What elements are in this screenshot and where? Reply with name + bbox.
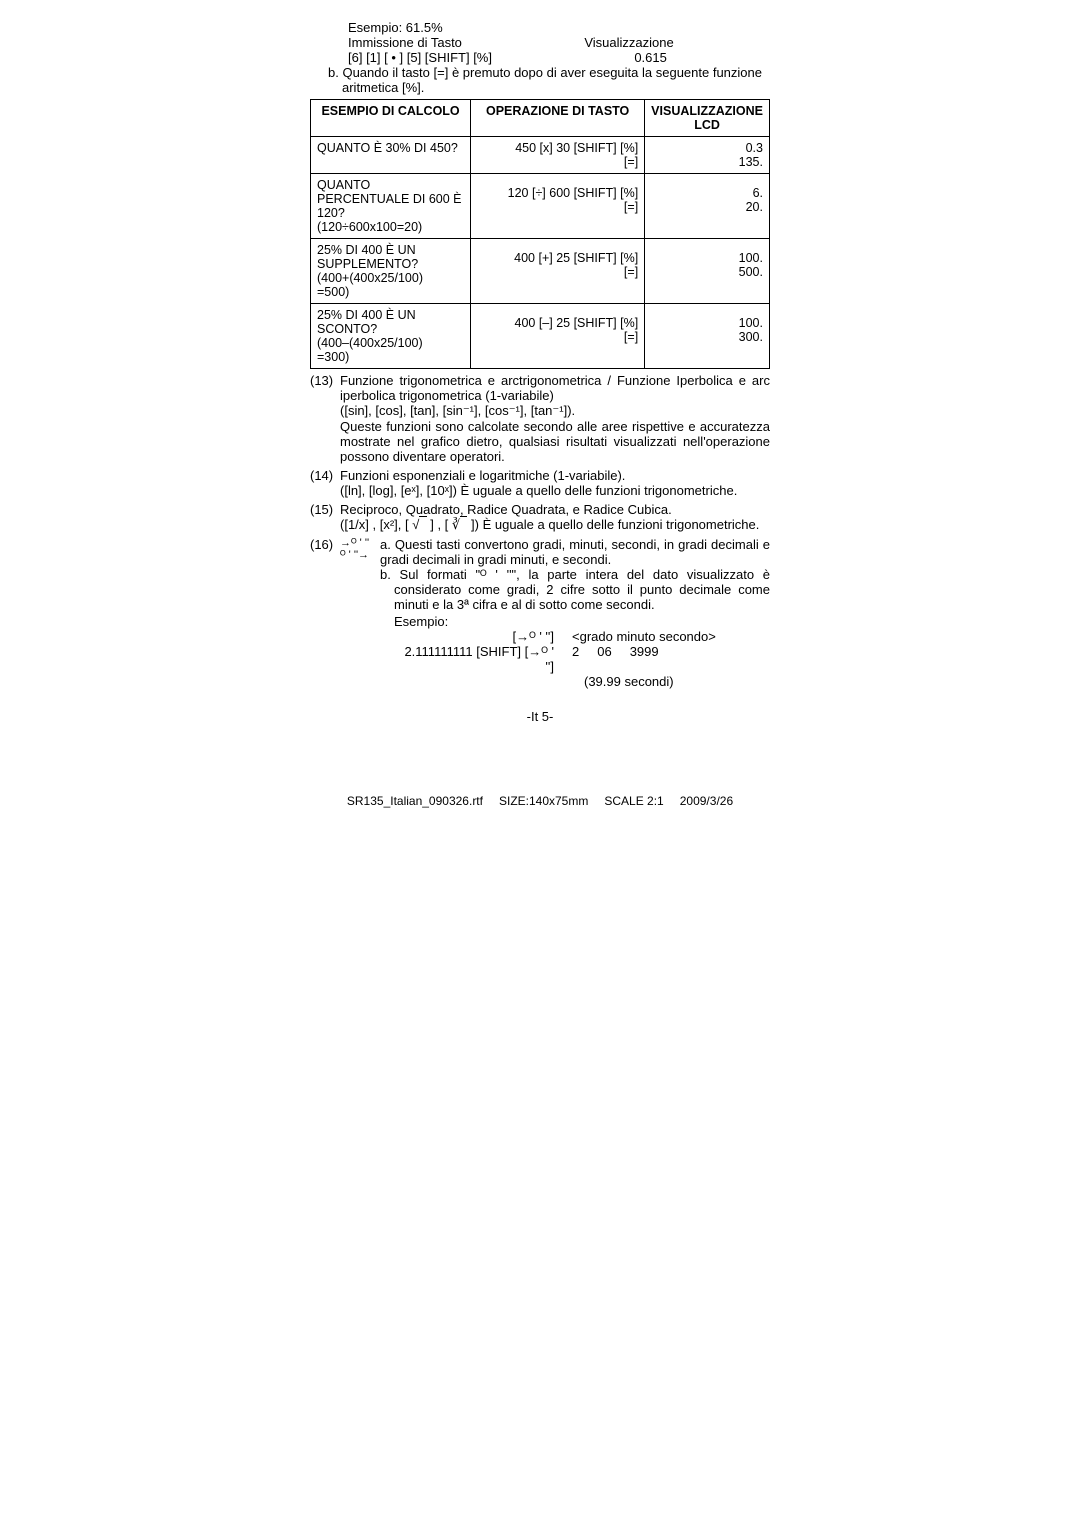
- ex-secondo: 3999: [630, 644, 659, 674]
- display-label: Visualizzazione: [584, 35, 673, 50]
- cell-res: 100. 500.: [645, 239, 770, 304]
- example-key1: [→ᴼ ' '']: [394, 629, 554, 644]
- footer-date: 2009/3/26: [680, 794, 733, 808]
- cell-op: 120 [÷] 600 [SHIFT] [%] [=]: [471, 174, 645, 239]
- section-number: (16): [310, 537, 340, 567]
- example-note: (39.99 secondi): [394, 674, 770, 689]
- section-number: (15): [310, 502, 340, 517]
- cell-desc: 25% DI 400 È UN SCONTO? (400–(400x25/100…: [311, 304, 471, 369]
- key-symbol: →ᴼ ' ''ᴼ ' ''→: [340, 537, 380, 567]
- section-number: (14): [310, 468, 340, 483]
- table-row: QUANTO È 30% DI 450? 450 [x] 30 [SHIFT] …: [311, 137, 770, 174]
- example-label: Esempio:: [394, 614, 770, 629]
- ex-grado: 2: [572, 644, 579, 674]
- section-16b: b. Sul formati "ᴼ ' ''", la parte intera…: [380, 567, 770, 612]
- table-row: 25% DI 400 È UN SCONTO? (400–(400x25/100…: [311, 304, 770, 369]
- input-label: Immissione di Tasto: [348, 35, 584, 50]
- cell-op: 450 [x] 30 [SHIFT] [%] [=]: [471, 137, 645, 174]
- section-15-body: ([1/x] , [x²], [ √ ] , [ ∛ ]) È uguale a…: [340, 517, 770, 533]
- footer-file: SR135_Italian_090326.rtf: [347, 794, 483, 808]
- result-value: 0.615: [584, 50, 667, 65]
- footer-scale: SCALE 2:1: [604, 794, 663, 808]
- cell-desc: QUANTO PERCENTUALE DI 600 È 120? (120÷60…: [311, 174, 471, 239]
- cell-desc: QUANTO È 30% DI 450?: [311, 137, 471, 174]
- cell-res: 6. 20.: [645, 174, 770, 239]
- cell-op: 400 [–] 25 [SHIFT] [%] [=]: [471, 304, 645, 369]
- page-number: -It 5-: [310, 709, 770, 724]
- cell-desc: 25% DI 400 È UN SUPPLEMENTO? (400+(400x2…: [311, 239, 471, 304]
- th-col2: OPERAZIONE DI TASTO: [471, 100, 645, 137]
- section-13-funcs: ([sin], [cos], [tan], [sin⁻¹], [cos⁻¹], …: [340, 403, 770, 419]
- table-row: 25% DI 400 È UN SUPPLEMENTO? (400+(400x2…: [311, 239, 770, 304]
- th-col1: ESEMPIO DI CALCOLO: [311, 100, 471, 137]
- key-sequence: [6] [1] [ • ] [5] [SHIFT] [%]: [348, 50, 584, 65]
- section-13-head: Funzione trigonometrica e arctrigonometr…: [340, 373, 770, 403]
- cell-op: 400 [+] 25 [SHIFT] [%] [=]: [471, 239, 645, 304]
- section-16a: a. Questi tasti convertono gradi, minuti…: [380, 537, 770, 567]
- note-b: b. Quando il tasto [=] è premuto dopo di…: [328, 65, 770, 95]
- section-15-head: Reciproco, Quadrato, Radice Quadrata, e …: [340, 502, 770, 517]
- th-col3: VISUALIZZAZIONE LCD: [645, 100, 770, 137]
- example-header: <grado minuto secondo>: [554, 629, 716, 644]
- calculation-table: ESEMPIO DI CALCOLO OPERAZIONE DI TASTO V…: [310, 99, 770, 369]
- cell-res: 100. 300.: [645, 304, 770, 369]
- section-13-body: Queste funzioni sono calcolate secondo a…: [340, 419, 770, 464]
- ex-minuto: 06: [597, 644, 611, 674]
- footer-size: SIZE:140x75mm: [499, 794, 588, 808]
- section-14-body: ([ln], [log], [eˣ], [10ˣ]) È uguale a qu…: [340, 483, 770, 498]
- table-row: QUANTO PERCENTUALE DI 600 È 120? (120÷60…: [311, 174, 770, 239]
- example-input: 2.111111111 [SHIFT] [→ᴼ ' '']: [394, 644, 554, 674]
- example-label: Esempio: 61.5%: [348, 20, 770, 35]
- cell-res: 0.3 135.: [645, 137, 770, 174]
- section-14-head: Funzioni esponenziali e logaritmiche (1-…: [340, 468, 770, 483]
- section-number: (13): [310, 373, 340, 403]
